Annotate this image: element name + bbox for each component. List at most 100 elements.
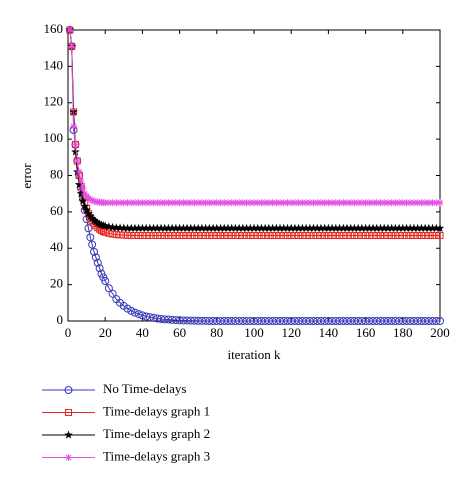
data-point xyxy=(265,232,273,240)
data-point xyxy=(410,232,418,240)
data-point xyxy=(123,223,132,232)
data-point xyxy=(238,223,248,232)
data-point xyxy=(130,308,139,317)
data-point xyxy=(213,199,221,207)
legend-label: Time-delays graph 1 xyxy=(103,403,210,418)
data-point xyxy=(101,199,109,207)
data-point xyxy=(413,223,422,232)
data-point xyxy=(93,258,102,267)
data-point xyxy=(399,232,407,240)
data-point xyxy=(321,232,329,240)
data-point xyxy=(127,232,135,240)
data-point xyxy=(417,199,425,207)
data-point xyxy=(68,42,76,50)
data-point xyxy=(310,232,318,240)
data-point xyxy=(339,232,347,240)
data-point xyxy=(146,232,154,240)
data-point xyxy=(179,199,187,207)
data-point xyxy=(403,199,411,207)
legend-label: No Time-delays xyxy=(103,381,186,396)
data-point xyxy=(436,199,444,207)
data-point xyxy=(227,223,236,232)
data-point xyxy=(257,232,265,240)
data-point xyxy=(332,199,340,207)
data-point xyxy=(298,232,306,240)
data-point xyxy=(391,199,399,207)
y-tick-label: 0 xyxy=(57,312,64,327)
data-point xyxy=(324,223,333,232)
data-point xyxy=(280,199,288,207)
data-point xyxy=(194,199,202,207)
data-point xyxy=(183,199,191,207)
data-point xyxy=(186,223,196,232)
data-point xyxy=(243,232,251,240)
data-point xyxy=(138,223,147,232)
data-point xyxy=(343,232,351,240)
data-point xyxy=(324,199,332,207)
data-point xyxy=(414,199,422,207)
data-point xyxy=(228,199,236,207)
data-point xyxy=(409,223,419,232)
data-point xyxy=(205,199,213,207)
data-point xyxy=(197,223,207,232)
data-point xyxy=(239,199,247,207)
data-point xyxy=(290,223,300,232)
data-point xyxy=(353,223,363,232)
data-point xyxy=(190,199,198,207)
data-point xyxy=(286,223,296,232)
data-point xyxy=(91,217,101,226)
data-point xyxy=(86,233,95,242)
data-point xyxy=(395,232,403,240)
data-point xyxy=(194,232,202,240)
data-point xyxy=(402,223,411,232)
data-point xyxy=(172,199,180,207)
data-point xyxy=(369,199,377,207)
data-point xyxy=(86,211,95,221)
data-point xyxy=(145,223,155,232)
data-point xyxy=(276,232,284,240)
data-point xyxy=(316,223,326,232)
data-point xyxy=(414,232,422,240)
x-tick-label: 140 xyxy=(319,325,339,340)
data-point xyxy=(82,205,91,214)
y-axis-label: error xyxy=(19,163,34,189)
data-point xyxy=(429,199,437,207)
data-point xyxy=(164,199,172,207)
data-point xyxy=(78,196,88,205)
data-point xyxy=(219,223,229,232)
data-point xyxy=(231,223,240,232)
data-point xyxy=(313,199,321,207)
data-point xyxy=(250,232,258,240)
data-point xyxy=(149,313,158,322)
data-point xyxy=(224,232,232,240)
data-point xyxy=(105,229,113,237)
data-point xyxy=(403,232,411,240)
data-point xyxy=(182,223,192,232)
x-tick-label: 80 xyxy=(210,325,223,340)
data-point xyxy=(421,199,429,207)
data-point xyxy=(213,232,221,240)
data-point xyxy=(380,232,388,240)
data-point xyxy=(183,232,191,240)
data-point xyxy=(176,232,184,240)
data-point xyxy=(246,199,254,207)
data-point xyxy=(339,199,347,207)
data-point xyxy=(328,232,336,240)
data-point xyxy=(395,199,403,207)
data-point xyxy=(153,232,161,240)
data-point xyxy=(254,232,262,240)
data-point xyxy=(131,232,139,240)
data-point xyxy=(124,199,132,207)
data-point xyxy=(261,199,269,207)
data-point xyxy=(435,223,445,232)
data-point xyxy=(202,199,210,207)
data-point xyxy=(358,199,366,207)
data-point xyxy=(410,199,418,207)
data-point xyxy=(216,223,225,232)
data-point xyxy=(109,199,117,207)
y-tick-label: 20 xyxy=(50,276,63,291)
data-point xyxy=(101,228,109,236)
legend-label: Time-delays graph 2 xyxy=(103,426,210,441)
data-point xyxy=(209,199,217,207)
